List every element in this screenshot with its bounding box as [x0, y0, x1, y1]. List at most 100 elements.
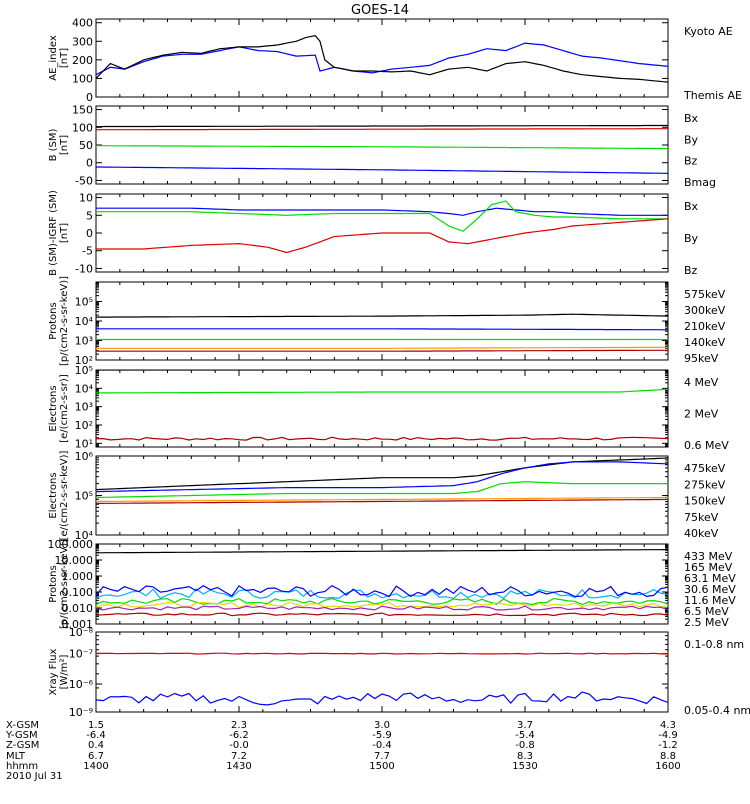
series-line-63-1-MeV [96, 601, 668, 608]
y-tick-label: 10⁴ [75, 382, 94, 395]
y-tick-label: 0.010 [62, 602, 94, 615]
series-line-433-MeV [96, 612, 668, 617]
y-axis-label: Xray Flux [48, 648, 59, 695]
y-tick-label: 10³ [75, 335, 93, 348]
legend-entry: 75keV [684, 511, 719, 524]
x-tick-value: -4.9 [658, 730, 678, 741]
y-tick-label: 300 [72, 35, 93, 48]
x-row-label: X-GSM [6, 720, 39, 731]
x-tick-value: -5.9 [372, 730, 392, 741]
y-axis-label: [e/(cm2-s-sr)] [59, 374, 70, 443]
x-row-label: MLT [6, 751, 26, 762]
y-tick-label: 0.001 [62, 618, 94, 631]
y-tick-label: 10¹ [75, 437, 93, 450]
panel-1: 0 100 200 300 400 AE_index [nT] Kyoto AE Themis … [48, 17, 742, 104]
series-line-2-MeV [96, 388, 668, 394]
x-tick-value: 8.8 [660, 751, 676, 762]
legend-entry: Themis AE [683, 89, 742, 102]
x-tick-value: -6.2 [229, 730, 249, 741]
x-tick-value: 3.0 [374, 720, 390, 731]
y-tick-label: 100.000 [48, 538, 94, 551]
y-tick-label: -5 [82, 245, 93, 258]
legend-entry: Bz [684, 264, 698, 277]
panel-6: 10⁴ 10⁵ 10⁶ Electrons [e/(cm2-s-sr-keV)] 475k… [48, 450, 726, 542]
series-line-30-6-MeV [96, 597, 668, 606]
y-tick-label: 5 [86, 209, 93, 222]
legend-entry: 40keV [684, 527, 719, 540]
legend-entry: 165 MeV [684, 561, 733, 574]
series-line-2-5-MeV [96, 548, 668, 554]
legend-entry: 150keV [684, 495, 726, 508]
y-tick-label: 400 [72, 17, 93, 30]
y-tick-label: 10⁴ [75, 529, 94, 542]
series-line-Bz [96, 218, 668, 254]
x-tick-value: 2.3 [231, 720, 247, 731]
x-tick-value: 7.7 [374, 751, 390, 762]
series-line-11-6-MeV [96, 588, 668, 600]
series-line-475keV [96, 498, 668, 504]
y-tick-label: 100 [72, 72, 93, 85]
y-tick-label: 10⁵ [75, 296, 93, 309]
y-tick-label: -50 [75, 174, 93, 187]
legend-entry: By [684, 133, 699, 146]
y-axis-label: Protons [48, 565, 59, 602]
panel-frame [95, 18, 669, 98]
series-line-140keV [96, 328, 668, 331]
x-tick-value: 4.3 [660, 720, 676, 731]
legend-entry: 575keV [684, 288, 726, 301]
series-line-75keV [96, 461, 668, 493]
y-tick-label: 200 [72, 54, 93, 67]
x-tick-value: 1530 [512, 761, 537, 772]
y-tick-label: 10.000 [55, 554, 94, 567]
legend-entry: 63.1 MeV [684, 572, 736, 585]
series-line-Bz [96, 128, 668, 131]
x-tick-value: -0.4 [372, 740, 392, 751]
y-tick-label: 100 [72, 121, 93, 134]
series-line-40keV [96, 457, 668, 491]
series-line-95keV [96, 313, 668, 318]
y-tick-label: -10 [75, 262, 93, 275]
y-axis-label: [nT] [59, 223, 70, 243]
legend-entry: Bmag [684, 176, 716, 189]
legend-entry: 4 MeV [684, 376, 719, 389]
x-row-label: 2010 Jul 31 [6, 771, 63, 782]
legend-entry: By [684, 232, 699, 245]
y-axis-label: [nT] [59, 135, 70, 155]
y-tick-label: 10⁻⁹ [69, 706, 93, 719]
legend-entry: 0.6 MeV [684, 439, 729, 452]
x-tick-value: -0.8 [515, 740, 535, 751]
legend-entry: 475keV [684, 462, 726, 475]
y-axis-label: Protons [48, 302, 59, 339]
legend-entry: 140keV [684, 336, 726, 349]
series-line-0-05-0-4-nm [96, 691, 668, 706]
y-axis-label: [p/(cm2-s-sr-keV)] [59, 539, 70, 629]
x-tick-value: 1600 [655, 761, 680, 772]
x-tick-value: 1430 [226, 761, 251, 772]
y-tick-label: 10⁻⁸ [69, 626, 94, 639]
y-tick-label: 10⁵ [75, 364, 93, 377]
y-tick-label: 10⁶ [75, 450, 94, 463]
y-axis-label: [p/(cm2-s-sr-keV)] [59, 276, 70, 366]
legend-entry: Bz [684, 155, 698, 168]
series-line-Bx [96, 207, 668, 216]
y-tick-label: 150 [72, 104, 93, 117]
panel-5: 10¹ 10² 10³ 10⁴ 10⁵ Electrons [e/(cm2-s-sr)] 4 … [48, 364, 729, 452]
x-tick-value: -6.4 [86, 730, 106, 741]
x-tick-value: 0.4 [88, 740, 104, 751]
y-axis-label: Electrons [48, 385, 59, 431]
legend-entry: 11.6 MeV [684, 594, 736, 607]
y-axis-label: AE_index [48, 35, 59, 81]
x-tick-value: 8.3 [517, 751, 533, 762]
legend-entry: 433 MeV [684, 550, 733, 563]
y-tick-label: 50 [79, 139, 93, 152]
legend-entry: 6.5 MeV [684, 605, 729, 618]
chart-title: GOES-14 [351, 3, 409, 18]
x-tick-value: -5.4 [515, 730, 535, 741]
legend-entry: 95keV [684, 352, 719, 365]
legend-entry: 2 MeV [684, 408, 719, 421]
y-tick-label: 10³ [75, 401, 93, 414]
legend-entry: Bx [684, 200, 699, 213]
y-axis-label: [e/(cm2-s-sr-keV)] [59, 450, 70, 540]
x-row-label: hhmm [6, 761, 38, 772]
